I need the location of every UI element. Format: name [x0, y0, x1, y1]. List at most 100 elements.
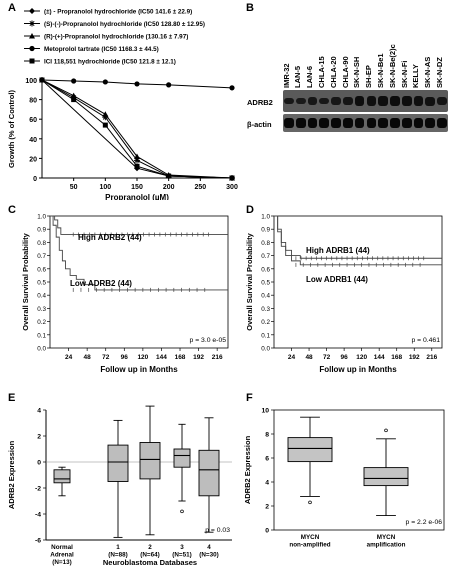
y-tick-label: 0 — [33, 176, 37, 183]
legend-entry: Metoprolol tartrate (IC50 1168.3 ± 44.5) — [44, 46, 159, 53]
category-label: (N=64) — [140, 552, 159, 559]
cell-line-label: CHLA-90 — [340, 56, 350, 88]
y-tick-label: 0.7 — [37, 253, 46, 260]
y-axis-label: ADRB2 Expression — [243, 435, 252, 504]
actin-band — [425, 118, 436, 128]
y-tick-label: 0.8 — [261, 240, 270, 247]
legend-entry: (S)-(-)-Propranolol hydrochloride (IC50 … — [44, 21, 205, 28]
y-tick-label: 0.5 — [261, 280, 270, 287]
y-tick-label: 40 — [29, 137, 37, 144]
y-tick-label: 0.6 — [37, 266, 46, 273]
panel-label-a: A — [8, 2, 16, 14]
adrb2-band — [413, 96, 424, 106]
x-tick-label: 96 — [341, 354, 349, 361]
box — [287, 437, 333, 463]
x-tick-label: 144 — [374, 354, 385, 361]
adrb2-band — [366, 96, 377, 106]
p-value: p = 3.0 e-05 — [190, 337, 227, 344]
category-label: amplification — [367, 542, 406, 549]
cell-line-label: SK-N-Be(2)c — [387, 44, 397, 88]
x-tick-label: 192 — [193, 354, 204, 361]
data-point — [70, 92, 77, 99]
actin-blot — [283, 114, 448, 132]
y-tick-label: 0.5 — [37, 280, 46, 287]
p-value: p = 0.03 — [205, 527, 230, 534]
x-tick-label: 150 — [131, 184, 143, 191]
cell-line-label: SK-N-AS — [423, 56, 433, 88]
cell-line-label: CHLA-20 — [328, 56, 338, 88]
y-axis-label: Growth (% of Control) — [7, 90, 16, 168]
data-point — [166, 173, 172, 179]
chart-d-survival-adrb1: 0.0 0.1 0.2 0.3 0.4 0.5 0.6 0.7 0.8 0.9 1.0 24 48 72 9… — [245, 214, 443, 374]
cell-line-label: SK-N-SH — [352, 56, 362, 88]
x-tick-label: 300 — [226, 184, 238, 191]
series-label: Low ADRB2 (44) — [70, 279, 132, 288]
y-tick-label: 4 — [265, 480, 269, 487]
legend-marker — [29, 45, 35, 52]
data-point — [102, 79, 108, 85]
y-axis-label: ADRB2 Expression — [7, 440, 16, 509]
y-tick-label: 0.8 — [37, 240, 46, 247]
y-tick-label: 4 — [37, 408, 41, 415]
category-label: Adrenal — [50, 552, 74, 559]
survival-curve — [274, 215, 442, 266]
category-label: (N=51) — [172, 552, 191, 559]
data-point — [134, 81, 140, 87]
box — [53, 469, 71, 484]
data-point — [102, 111, 109, 117]
data-point — [134, 157, 140, 164]
cell-line-label: SK-N-Be1 — [375, 53, 385, 88]
x-tick-label: 48 — [305, 354, 313, 361]
y-tick-label: 0.1 — [261, 332, 270, 339]
y-tick-label: 0.3 — [37, 306, 46, 313]
category-label: Normal — [51, 544, 73, 551]
chart-a-dose-response: 0 20 40 60 80 100 50 100 150 200 250 300 Propranolol… — [7, 8, 238, 200]
actin-row-label: β-actin — [247, 120, 272, 129]
panel-label-e: E — [8, 392, 16, 404]
data-point — [71, 78, 77, 84]
outlier — [180, 509, 184, 514]
y-tick-label: 0.4 — [261, 293, 270, 300]
adrb2-band — [354, 95, 365, 107]
adrb2-band — [401, 95, 412, 107]
data-point — [229, 175, 235, 181]
adrb2-band — [390, 95, 400, 107]
x-tick-label: 120 — [137, 354, 148, 361]
actin-band — [319, 118, 330, 128]
x-tick-label: 100 — [99, 184, 111, 191]
box — [363, 467, 409, 487]
x-axis-label: Propranolol (µM) — [105, 193, 169, 200]
outlier — [308, 500, 312, 505]
cell-line-label: SH-EP — [364, 65, 374, 88]
survival-curve — [50, 215, 228, 235]
data-point — [134, 153, 140, 159]
actin-band — [331, 118, 341, 128]
y-tick-label: 80 — [29, 98, 37, 105]
y-tick-label: 0.2 — [261, 319, 270, 326]
data-point — [229, 85, 235, 91]
category-label: 2 — [148, 544, 152, 551]
x-tick-label: 216 — [212, 354, 223, 361]
category-label: (N=13) — [52, 559, 71, 566]
legend-marker — [29, 58, 35, 64]
y-tick-label: 6 — [265, 456, 269, 463]
x-tick-label: 216 — [426, 354, 437, 361]
cell-line-label: KELLY — [411, 64, 421, 88]
category-label: 4 — [207, 544, 211, 551]
x-tick-label: 24 — [288, 354, 296, 361]
data-point — [39, 77, 45, 83]
x-tick-label: 72 — [323, 354, 331, 361]
y-tick-label: 2 — [37, 434, 41, 441]
y-tick-label: 0.0 — [261, 346, 270, 353]
x-tick-label: 72 — [102, 354, 110, 361]
y-axis-label: Overall Survival Probability — [21, 232, 30, 330]
x-tick-label: 48 — [84, 354, 92, 361]
p-value: p = 0.461 — [411, 337, 440, 344]
x-tick-label: 192 — [409, 354, 420, 361]
adrb2-band — [425, 96, 436, 106]
y-tick-label: 60 — [29, 117, 37, 124]
adrb2-band — [295, 98, 306, 104]
legend-entry: (±) - Propranolol hydrochloride (IC50 14… — [44, 9, 192, 16]
data-point — [71, 97, 77, 103]
